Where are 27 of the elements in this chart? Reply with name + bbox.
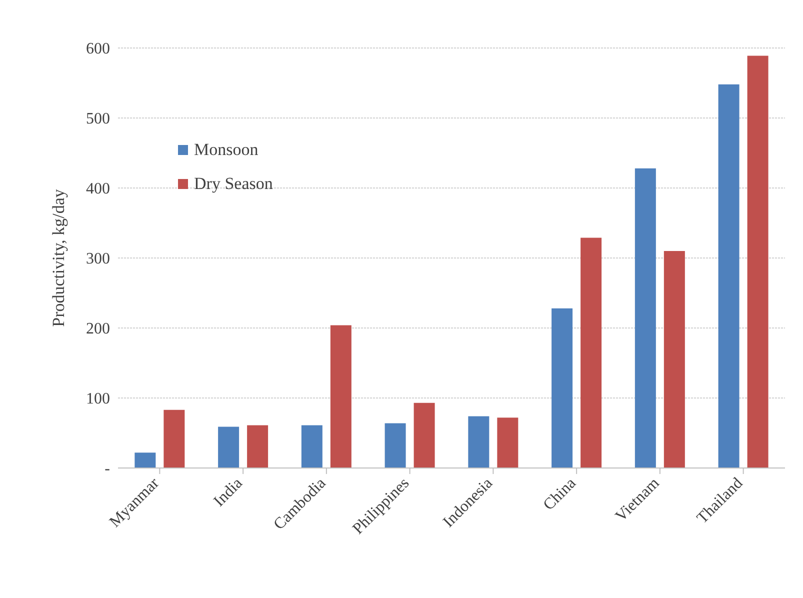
bar <box>552 308 573 468</box>
bar <box>718 84 740 468</box>
bar <box>497 418 518 468</box>
bar <box>747 56 768 468</box>
bar <box>134 452 156 468</box>
legend-label: Monsoon <box>194 139 258 161</box>
x-tick-label: India <box>210 474 246 510</box>
bar <box>301 425 322 468</box>
bar <box>247 425 268 468</box>
y-tick-label: 500 <box>86 110 110 128</box>
bar <box>580 238 602 468</box>
y-tick-label: 600 <box>86 40 110 58</box>
bar <box>664 251 685 468</box>
bar <box>384 423 406 468</box>
y-tick-label: 300 <box>86 250 110 268</box>
legend-label: Dry Season <box>194 173 273 195</box>
y-tick-label: 200 <box>86 320 110 338</box>
bar <box>634 168 656 468</box>
bar <box>468 416 490 468</box>
bar <box>414 402 435 468</box>
bar <box>164 410 185 468</box>
y-tick-label: 100 <box>86 390 110 408</box>
bar <box>218 426 240 468</box>
bar <box>330 325 352 468</box>
y-axis-title: Productivity, kg/day <box>49 188 68 327</box>
y-tick-label: 400 <box>86 180 110 198</box>
y-tick-label: - <box>104 460 110 478</box>
